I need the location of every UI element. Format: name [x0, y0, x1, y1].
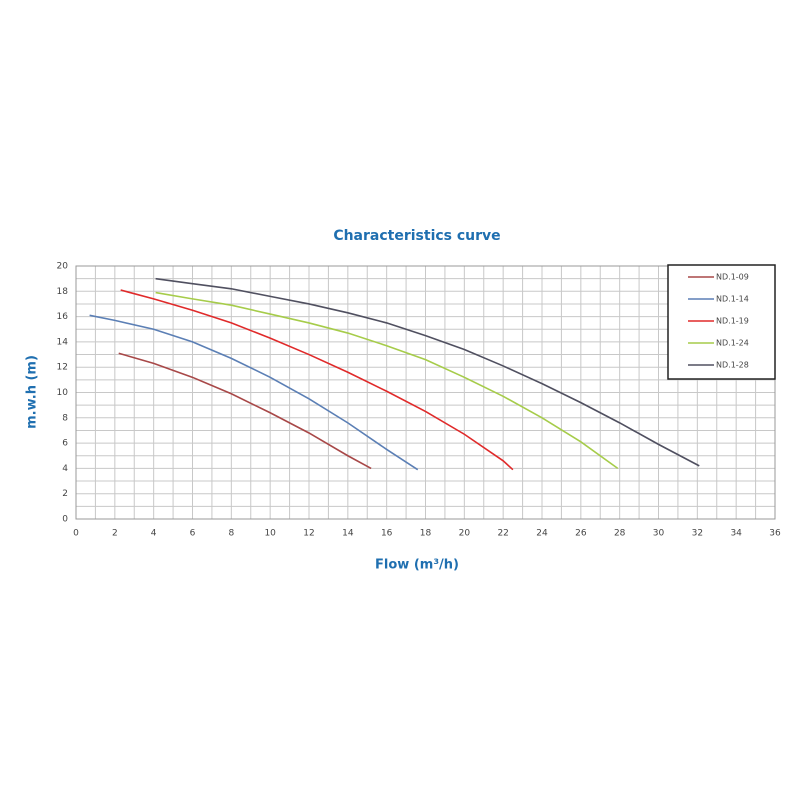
y-tick-label: 20: [57, 262, 69, 272]
series-line: [155, 277, 700, 467]
x-tick-label: 4: [151, 529, 157, 539]
x-tick-label: 18: [420, 529, 432, 539]
y-tick-label: 8: [62, 413, 68, 423]
x-tick-label: 30: [653, 529, 665, 539]
y-tick-label: 12: [57, 363, 68, 373]
x-tick-label: 20: [459, 529, 471, 539]
y-tick-label: 10: [57, 388, 69, 398]
x-tick-label: 28: [614, 529, 626, 539]
legend-label: ND.1-19: [716, 317, 749, 326]
y-tick-label: 18: [57, 287, 69, 297]
y-tick-label: 6: [62, 439, 68, 449]
legend-label: ND.1-24: [716, 339, 749, 348]
legend-label: ND.1-28: [716, 361, 749, 370]
x-tick-label: 12: [303, 529, 314, 539]
x-tick-label: 14: [342, 529, 354, 539]
legend-label: ND.1-14: [716, 295, 749, 304]
y-tick-label: 4: [62, 464, 68, 474]
y-tick-label: 2: [62, 489, 68, 499]
x-axis-label: Flow (m³/h): [375, 558, 459, 573]
series-line: [89, 314, 419, 471]
x-tick-label: 32: [692, 529, 703, 539]
x-tick-label: 24: [536, 529, 548, 539]
x-tick-label: 6: [190, 529, 196, 539]
x-tick-label: 10: [264, 529, 276, 539]
y-tick-label: 0: [62, 515, 68, 525]
y-tick-label: 14: [57, 337, 69, 347]
x-tick-label: 16: [381, 529, 393, 539]
x-tick-label: 8: [228, 529, 234, 539]
series-line: [120, 289, 514, 471]
plot-border: [75, 265, 776, 520]
series-line: [155, 291, 619, 470]
y-axis-label: m.w.h (m): [25, 355, 40, 429]
legend-box: [667, 264, 776, 380]
x-tick-label: 2: [112, 529, 118, 539]
y-tick-label: 16: [57, 312, 69, 322]
x-tick-label: 26: [575, 529, 587, 539]
legend-label: ND.1-09: [716, 273, 749, 282]
x-tick-label: 36: [769, 529, 781, 539]
series-line: [118, 352, 372, 470]
x-tick-label: 22: [497, 529, 508, 539]
x-tick-label: 0: [73, 529, 79, 539]
chart-title: Characteristics curve: [333, 228, 500, 244]
x-tick-label: 34: [730, 529, 742, 539]
